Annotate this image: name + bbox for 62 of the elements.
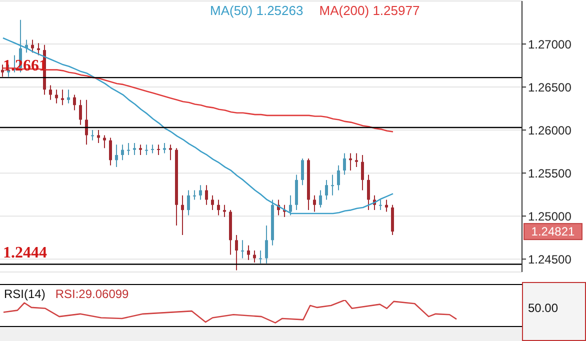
candlestick <box>259 250 262 264</box>
candlestick <box>217 199 220 216</box>
candlestick <box>121 144 124 161</box>
candlestick <box>379 199 382 211</box>
candlestick <box>319 190 322 208</box>
candlestick <box>343 152 346 176</box>
candlestick <box>67 89 70 104</box>
candlestick <box>265 225 268 264</box>
candlestick <box>109 137 112 166</box>
candlestick <box>211 194 214 211</box>
candlestick <box>133 142 136 156</box>
candlestick <box>151 144 154 154</box>
candlestick <box>193 190 196 200</box>
candlestick <box>199 184 202 200</box>
candlestick <box>31 39 34 54</box>
candlestick <box>139 144 142 156</box>
candlestick <box>301 158 304 186</box>
candlestick <box>223 204 226 218</box>
candlestick <box>157 144 160 156</box>
candlestick <box>385 199 388 212</box>
candlestick <box>289 194 292 216</box>
candlestick <box>127 142 130 156</box>
text: MA(50) 1.25263 <box>210 3 304 18</box>
candlestick <box>115 144 118 168</box>
candlestick <box>361 154 364 191</box>
candlestick <box>325 179 328 200</box>
candlestick <box>367 174 370 211</box>
candlestick <box>79 99 82 126</box>
candlestick <box>73 94 76 111</box>
chart-title: RSI(14) <box>4 287 46 301</box>
candlestick <box>61 89 64 106</box>
y-tick-label: 1.24500 <box>528 252 572 266</box>
annotation: RSI:29.06099 <box>55 287 129 301</box>
candlestick <box>163 142 166 154</box>
y-tick-label: 1.26500 <box>528 80 572 94</box>
candlestick <box>205 184 208 206</box>
candlestick <box>235 234 238 271</box>
candlestick <box>313 194 316 212</box>
ref-line-label: 1.2444 <box>3 244 47 262</box>
text: 50.00 <box>528 301 558 315</box>
y-tick-label: 1.26000 <box>528 123 572 138</box>
line-series <box>2 37 394 214</box>
candlestick <box>85 99 88 146</box>
candlestick <box>91 130 94 141</box>
candlestick <box>169 144 172 161</box>
candlestick <box>103 134 106 149</box>
text: MA(200) 1.25977 <box>319 3 420 18</box>
candlestick <box>241 240 244 259</box>
candlestick <box>331 174 334 196</box>
candlestick <box>1 64 4 78</box>
text: 1.24821 <box>531 224 576 239</box>
candlestick <box>187 190 190 216</box>
candlestick <box>97 130 100 144</box>
candlestick <box>49 84 52 100</box>
candlestick <box>355 152 358 168</box>
candlestick <box>145 144 148 156</box>
y-tick-label: 1.25000 <box>528 209 572 224</box>
y-tick-label: 1.25500 <box>528 166 572 180</box>
candlestick <box>181 194 184 236</box>
y-tick-label: 1.27000 <box>528 37 572 52</box>
candlestick <box>247 244 250 260</box>
candlestick <box>337 164 340 191</box>
